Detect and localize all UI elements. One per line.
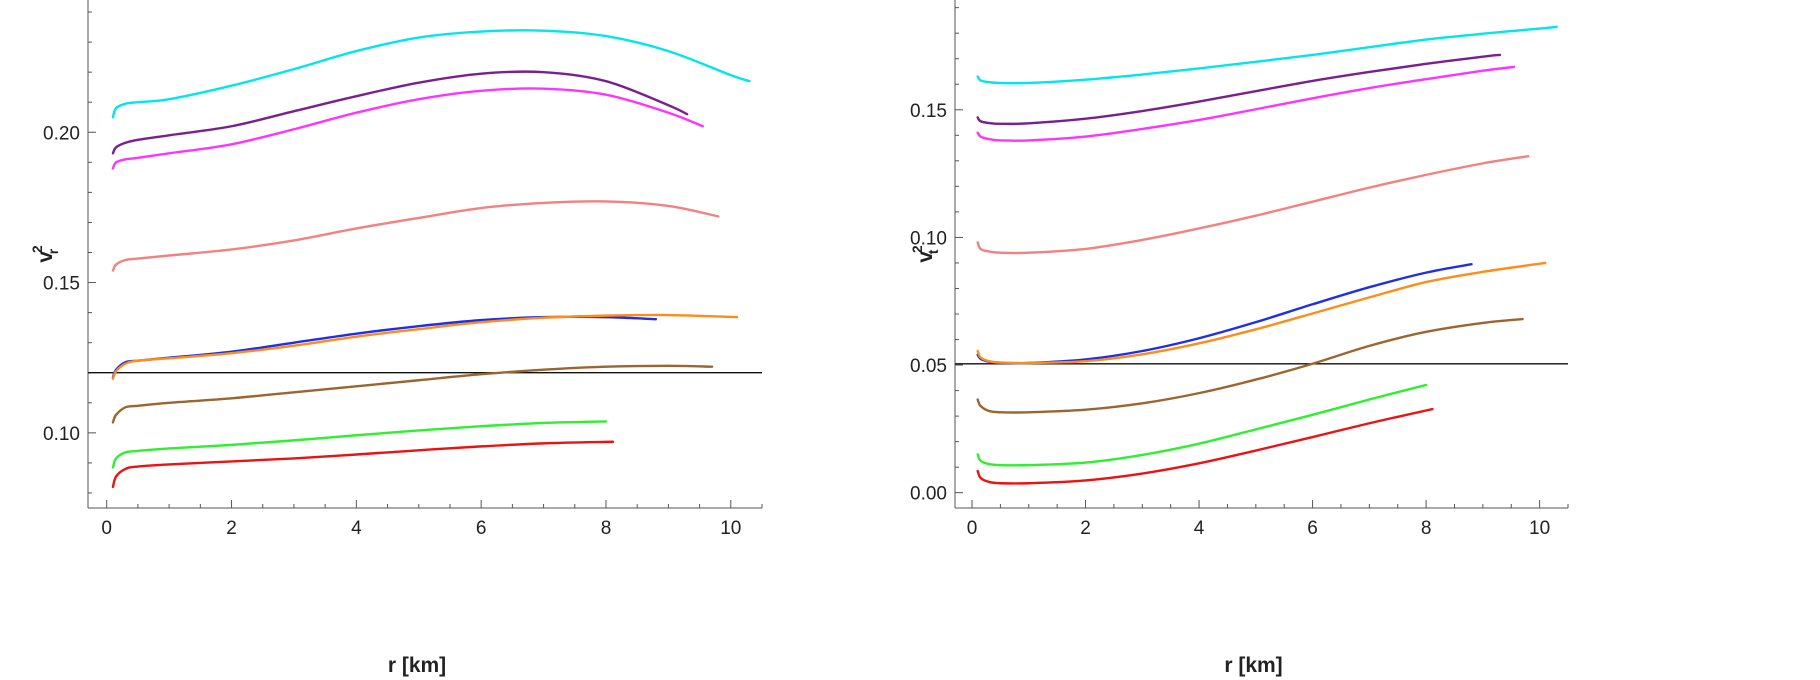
left-x-tick-label: 2 bbox=[226, 518, 237, 539]
right-x-tick-label: 10 bbox=[1529, 518, 1550, 539]
right-series-line-1 bbox=[976, 25, 1558, 85]
left-series-line-6 bbox=[111, 313, 739, 380]
svg-text:v2t: v2t bbox=[910, 245, 941, 263]
left-x-axis-title: r [km] bbox=[388, 654, 446, 677]
left-series-line-7 bbox=[111, 364, 714, 424]
left-series-line-3 bbox=[111, 87, 704, 170]
right-series-line-9 bbox=[976, 407, 1434, 485]
left-y-axis-title: v2r bbox=[29, 245, 61, 263]
right-y-axis-title: v2t bbox=[910, 245, 941, 263]
right-series-line-6 bbox=[976, 261, 1547, 365]
chart-radial-velocity: 0 2 4 6 8 10 0.10 0.15 0.20 r [km] v2r bbox=[29, 0, 763, 677]
right-y-tick-label: 0.05 bbox=[910, 356, 947, 377]
svg-text:v2r: v2r bbox=[29, 245, 61, 263]
right-x-tick-label: 2 bbox=[1080, 518, 1091, 539]
left-y-tick-label: 0.10 bbox=[43, 424, 80, 445]
left-x-tick-label: 6 bbox=[476, 518, 487, 539]
left-x-tick-label: 4 bbox=[351, 518, 362, 539]
left-x-tick-label: 0 bbox=[101, 518, 112, 539]
right-series-line-8 bbox=[976, 383, 1428, 467]
right-y-tick-label: 0.00 bbox=[910, 484, 947, 505]
left-y-tick-label: 0.15 bbox=[43, 274, 80, 295]
right-x-tick-label: 8 bbox=[1421, 518, 1432, 539]
right-x-tick-label: 6 bbox=[1307, 518, 1318, 539]
left-series-line-8 bbox=[111, 420, 608, 469]
right-series-line-3 bbox=[976, 65, 1516, 142]
right-x-tick-label: 0 bbox=[967, 518, 978, 539]
right-x-axis-title: r [km] bbox=[1224, 654, 1282, 677]
left-series-line-2 bbox=[111, 70, 689, 155]
left-x-tick-label: 10 bbox=[720, 518, 741, 539]
right-y-tick-label: 0.15 bbox=[910, 101, 947, 122]
left-series-line-1 bbox=[111, 29, 751, 119]
right-x-tick-label: 4 bbox=[1194, 518, 1205, 539]
right-series-line-2 bbox=[976, 53, 1502, 126]
left-series-line-9 bbox=[111, 440, 615, 489]
right-series-line-5 bbox=[976, 263, 1473, 365]
right-series-line-4 bbox=[976, 155, 1530, 255]
right-y-tick-label: 0.10 bbox=[910, 228, 947, 249]
right-series-line-7 bbox=[976, 317, 1524, 414]
left-y-tick-label: 0.20 bbox=[43, 123, 80, 144]
left-x-tick-label: 8 bbox=[601, 518, 612, 539]
left-series-line-4 bbox=[111, 200, 720, 272]
chart-tangential-velocity: 0 2 4 6 8 10 0.00 0.05 0.10 0.15 r [km] v2t bbox=[910, 0, 1569, 677]
